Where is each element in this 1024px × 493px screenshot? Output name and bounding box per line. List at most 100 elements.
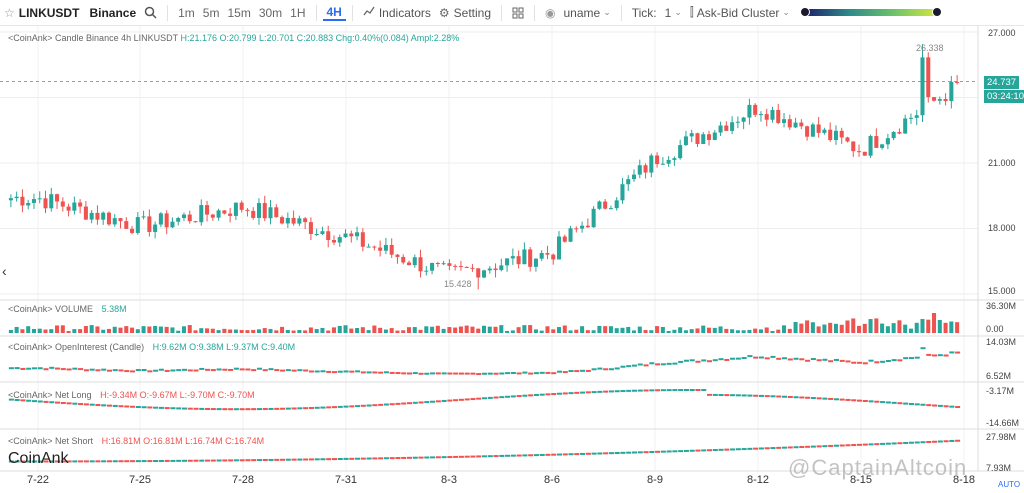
netshort-mark bbox=[355, 457, 361, 460]
current-price-tag: 24.737 bbox=[984, 76, 1020, 89]
volume-bar bbox=[533, 329, 538, 333]
x-tick-label: 8-15 bbox=[849, 474, 873, 486]
indicators-label: Indicators bbox=[378, 5, 431, 20]
volume-bar bbox=[297, 330, 302, 333]
oi-mark bbox=[776, 357, 782, 360]
oi-mark bbox=[31, 367, 37, 370]
heatmap-gradient-slider[interactable] bbox=[799, 7, 942, 17]
oi-mark bbox=[314, 370, 320, 373]
candle-body bbox=[418, 257, 423, 272]
volume-bar bbox=[770, 330, 775, 333]
candle-body bbox=[597, 201, 602, 209]
cluster-select[interactable]: ⫿ Ask-Bid Cluster ⌄ bbox=[686, 5, 794, 20]
netshort-mark bbox=[926, 440, 932, 443]
oi-mark bbox=[897, 359, 903, 362]
netshort-mark bbox=[718, 448, 724, 451]
oi-mark bbox=[141, 368, 147, 371]
netlong-mark bbox=[580, 391, 586, 394]
volume-bar bbox=[233, 329, 238, 333]
netlong-mark bbox=[885, 401, 891, 404]
interval-1h[interactable]: 1H bbox=[290, 5, 306, 20]
interval-1m[interactable]: 1m bbox=[178, 5, 195, 20]
interval-15m[interactable]: 15m bbox=[227, 5, 251, 20]
volume-bar bbox=[101, 329, 106, 333]
search-icon[interactable] bbox=[140, 6, 161, 19]
netlong-mark bbox=[274, 407, 280, 410]
slider-handle-left[interactable] bbox=[799, 7, 810, 17]
oi-mark bbox=[89, 368, 95, 371]
volume-bar bbox=[747, 329, 752, 333]
slider-handle-right[interactable] bbox=[931, 7, 942, 17]
volume-bar bbox=[89, 325, 94, 333]
oi-values: H:9.62M O:9.38M L:9.37M C:9.40M bbox=[152, 342, 296, 352]
candle-body bbox=[383, 244, 388, 251]
netlong-mark bbox=[908, 402, 914, 405]
tick-select[interactable]: 1 ⌄ bbox=[661, 6, 686, 20]
volume-bar bbox=[435, 325, 440, 333]
netshort-mark bbox=[620, 451, 626, 454]
toolbar-divider bbox=[620, 4, 622, 21]
volume-bar bbox=[735, 330, 740, 333]
oi-mark bbox=[926, 353, 932, 356]
netshort-mark bbox=[793, 446, 799, 449]
oi-mark bbox=[112, 369, 118, 372]
netlong-mark bbox=[655, 389, 661, 392]
netlong-mark bbox=[401, 402, 407, 405]
layout-grid-icon[interactable] bbox=[508, 7, 528, 19]
candle-body bbox=[782, 119, 787, 123]
volume-bar bbox=[545, 326, 550, 333]
netshort-mark bbox=[326, 458, 332, 461]
candle-body bbox=[533, 258, 538, 267]
volume-bar bbox=[724, 328, 729, 333]
candle-body bbox=[303, 218, 308, 223]
netshort-mark bbox=[72, 460, 78, 463]
candle-body bbox=[153, 224, 158, 232]
netshort-mark bbox=[280, 458, 286, 461]
netshort-mark bbox=[603, 452, 609, 455]
favorite-star-icon[interactable]: ☆ bbox=[4, 5, 15, 20]
netlong-mark bbox=[499, 396, 505, 399]
netlong-mark bbox=[643, 389, 649, 392]
exchange-label[interactable]: Binance bbox=[89, 5, 137, 20]
netlong-mark bbox=[476, 397, 482, 400]
volume-bar bbox=[943, 322, 948, 333]
chart-canvas[interactable] bbox=[0, 26, 1024, 493]
netlong-mark bbox=[55, 401, 61, 404]
eye-icon[interactable]: ◉ bbox=[545, 5, 556, 20]
interval-30m[interactable]: 30m bbox=[258, 5, 283, 20]
volume-bar bbox=[539, 330, 544, 333]
candle-body bbox=[401, 256, 406, 263]
scroll-left-icon[interactable]: ‹ bbox=[2, 263, 7, 279]
indicators-button[interactable]: Indicators bbox=[359, 5, 435, 20]
volume-bar bbox=[955, 322, 960, 333]
netlong-mark bbox=[562, 392, 568, 395]
netshort-mark bbox=[689, 449, 695, 452]
netlong-mark bbox=[833, 398, 839, 401]
netshort-mark bbox=[908, 441, 914, 444]
volume-bar bbox=[135, 329, 140, 333]
volume-bar bbox=[620, 327, 625, 333]
chevron-down-icon: ⌄ bbox=[603, 7, 611, 17]
oi-mark bbox=[810, 358, 816, 361]
netlong-mark bbox=[83, 403, 89, 406]
interval-4h[interactable]: 4H bbox=[322, 5, 346, 21]
netlong-mark bbox=[551, 393, 557, 396]
oi-mark bbox=[199, 367, 205, 370]
netshort-mark bbox=[205, 459, 211, 462]
oi-mark bbox=[303, 369, 309, 372]
netshort-mark bbox=[210, 459, 216, 462]
netlong-mark bbox=[574, 391, 580, 394]
interval-5m[interactable]: 5m bbox=[202, 5, 220, 20]
symbol-label[interactable]: LINKUSDT bbox=[18, 5, 80, 20]
volume-bar bbox=[897, 320, 902, 333]
netlong-mark bbox=[735, 394, 741, 397]
candle-body bbox=[95, 212, 100, 220]
auto-scale-button[interactable]: AUTO bbox=[998, 480, 1021, 489]
netshort-mark bbox=[730, 448, 736, 451]
toolbar-divider bbox=[501, 4, 502, 21]
netlong-mark bbox=[857, 399, 863, 402]
candle-body bbox=[799, 122, 804, 127]
setting-button[interactable]: ⚙ Setting bbox=[435, 6, 495, 20]
oi-mark bbox=[822, 358, 828, 361]
user-select[interactable]: uname ⌄ bbox=[559, 6, 614, 20]
